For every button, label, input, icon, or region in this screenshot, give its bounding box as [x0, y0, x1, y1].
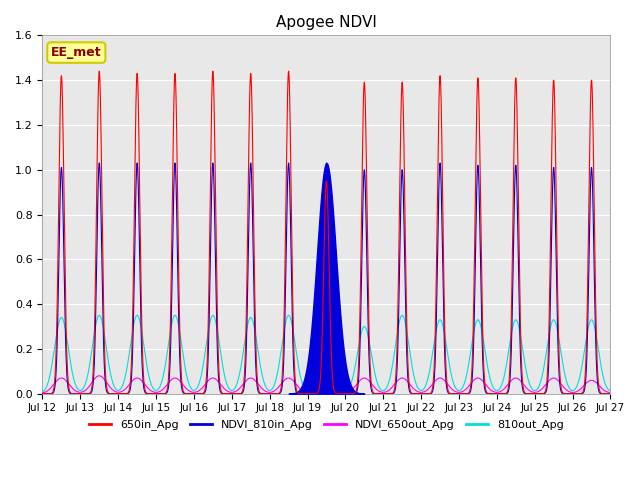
Text: EE_met: EE_met: [51, 46, 102, 59]
Title: Apogee NDVI: Apogee NDVI: [276, 15, 377, 30]
Legend: 650in_Apg, NDVI_810in_Apg, NDVI_650out_Apg, 810out_Apg: 650in_Apg, NDVI_810in_Apg, NDVI_650out_A…: [84, 415, 568, 435]
